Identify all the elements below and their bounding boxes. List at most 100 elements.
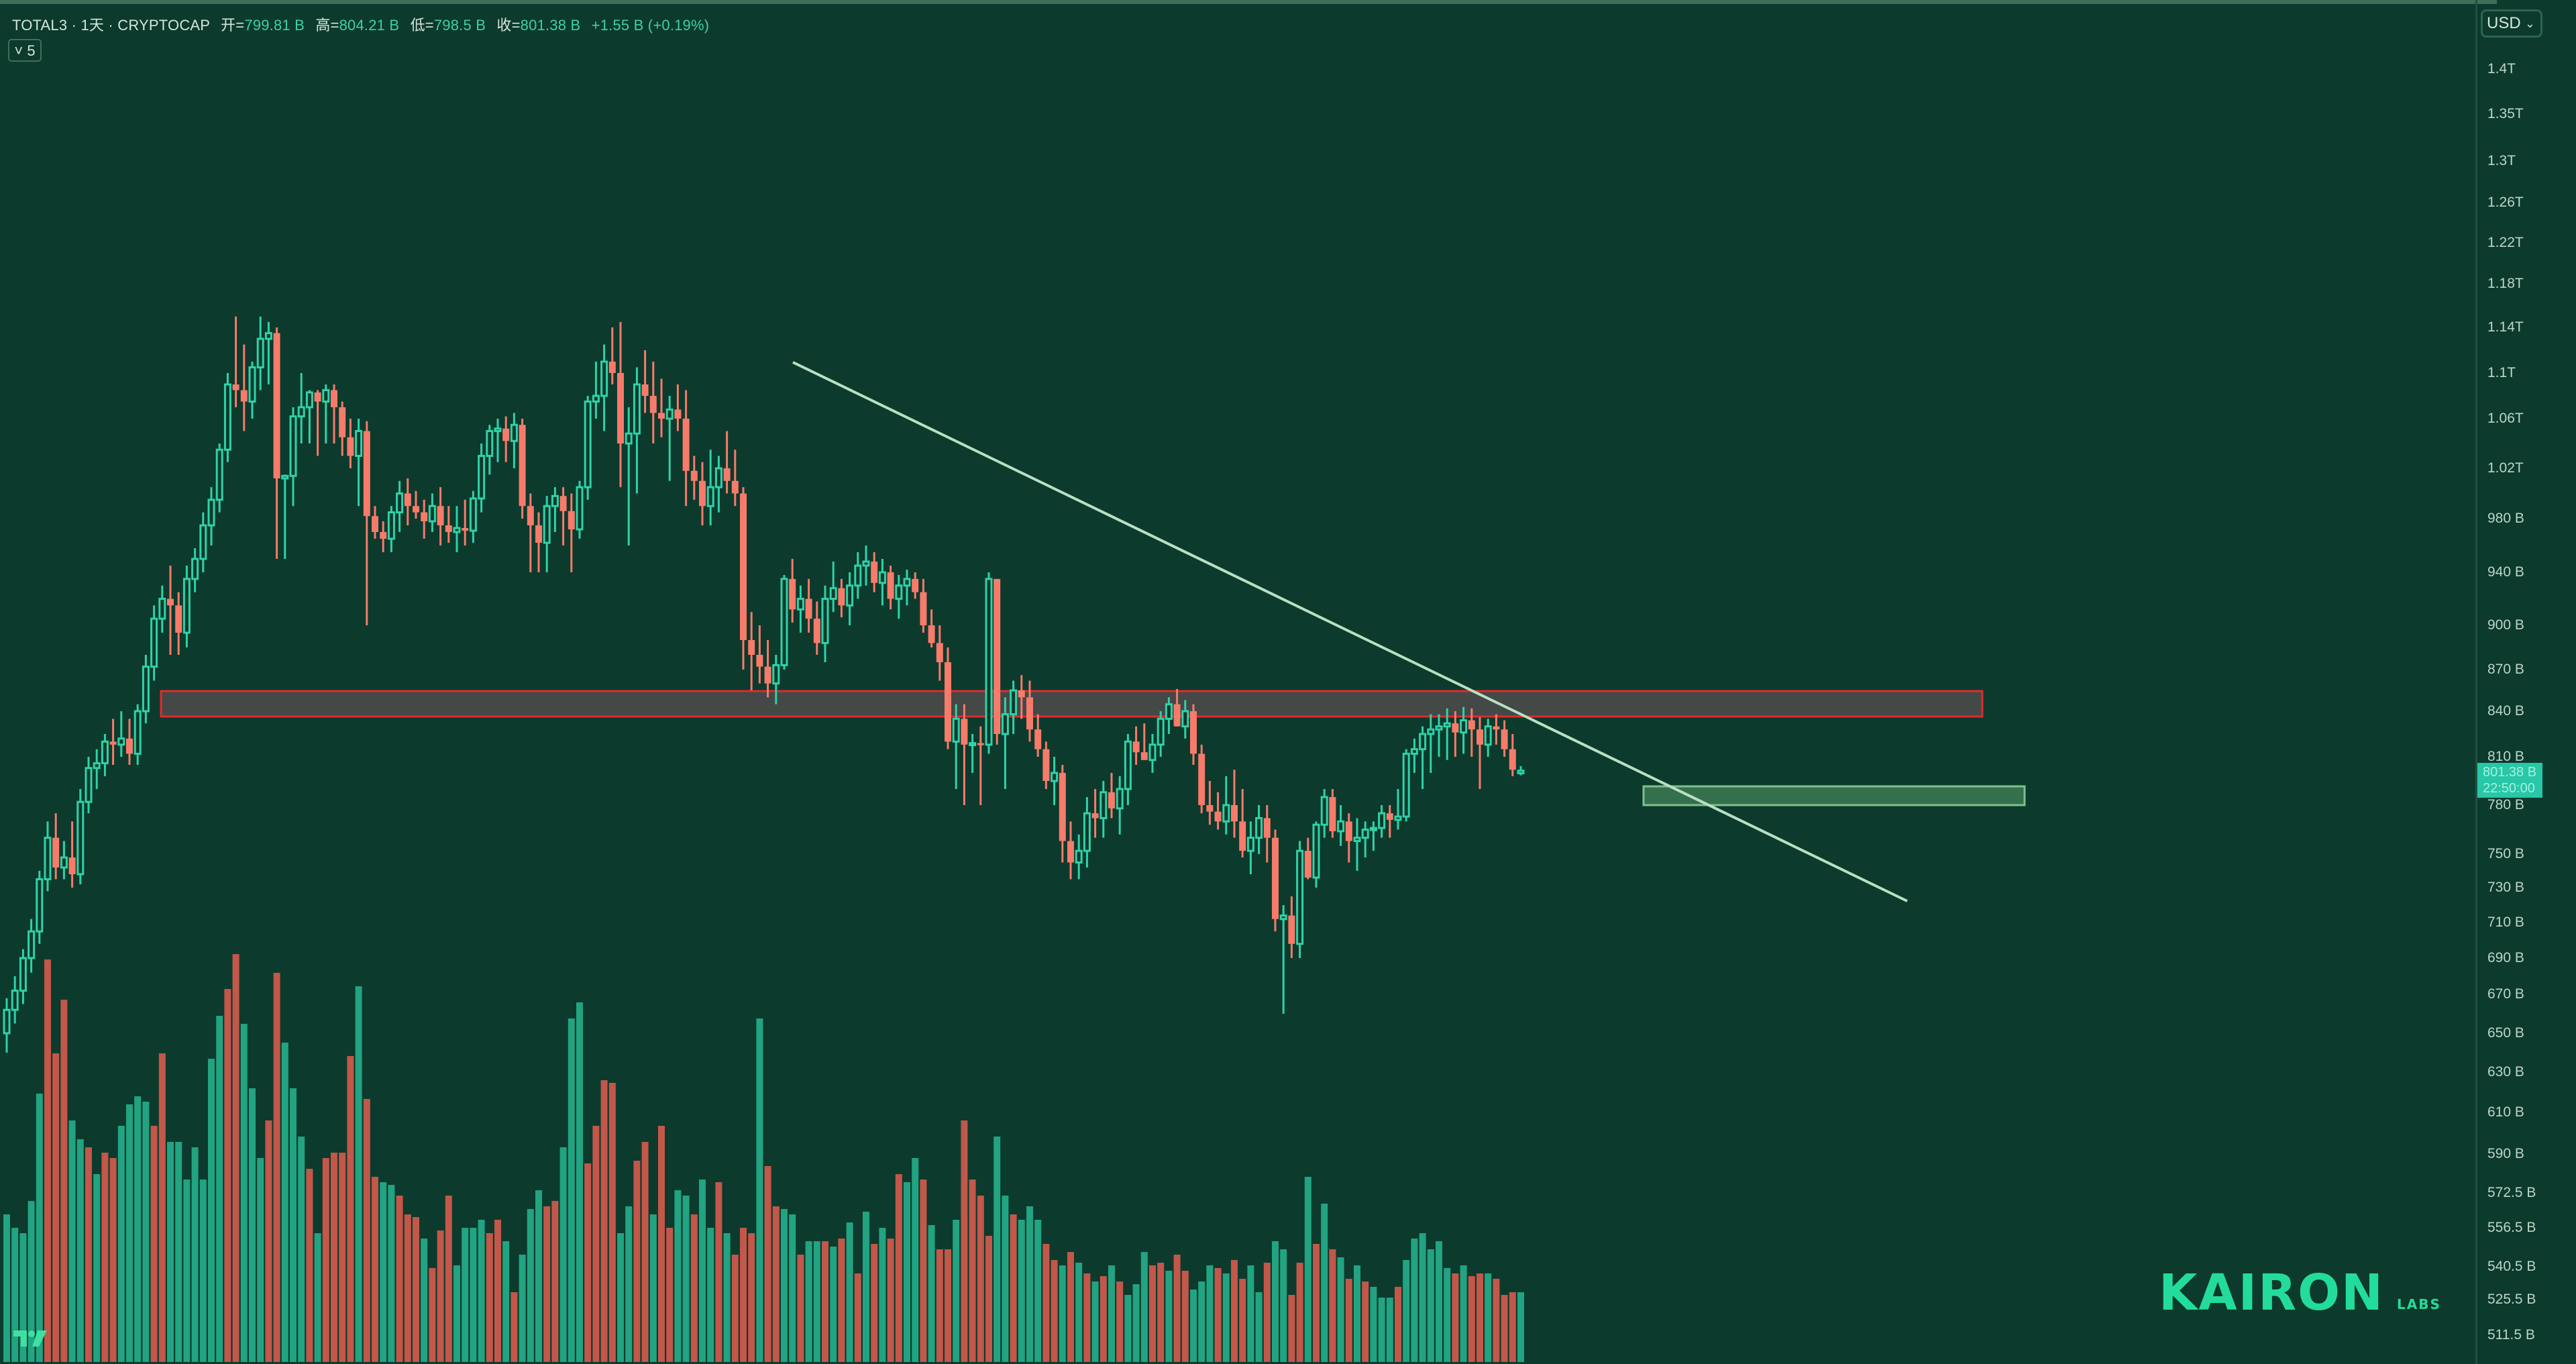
candlestick-chart[interactable] [0, 0, 2475, 1364]
volume-bar [314, 1233, 321, 1362]
volume-bar [453, 1265, 460, 1362]
support-zone[interactable] [1642, 785, 2026, 806]
volume-bar [945, 1249, 951, 1362]
volume-bar [1124, 1295, 1132, 1362]
candle-body-down [608, 362, 616, 373]
descending-trendline[interactable] [792, 361, 1908, 902]
candle-body-down [314, 392, 321, 402]
candle-body-down [1231, 805, 1238, 822]
candle-body-up [11, 990, 19, 1011]
candle-body-down [1091, 813, 1099, 819]
symbol-title[interactable]: TOTAL3 · 1天 · CRYPTOCAP [12, 17, 210, 34]
volume-bar [1386, 1298, 1393, 1362]
volume-bar [789, 1214, 796, 1362]
volume-bar [1354, 1265, 1360, 1362]
volume-bar [674, 1190, 682, 1362]
candle-body-up [158, 598, 166, 620]
candle-body-up [796, 598, 804, 611]
candle-body-down [1067, 841, 1074, 863]
volume-bar [322, 1158, 329, 1362]
candle-body-up [3, 1008, 11, 1035]
candle-body-down [1386, 813, 1393, 820]
zones[interactable] [160, 690, 2026, 806]
volume-bar [649, 1214, 657, 1362]
volume-bar [347, 1056, 354, 1362]
volume-bar [249, 1088, 256, 1362]
candle-body-down [347, 437, 354, 456]
candle-body-down [167, 598, 174, 606]
volume-bar [813, 1241, 820, 1362]
candle-body-up [264, 332, 272, 340]
candle-body-down [1452, 723, 1459, 733]
candle-body-down [936, 643, 943, 662]
volume-bar [756, 1018, 763, 1362]
trendline[interactable] [792, 361, 1908, 902]
candle-body-up [1419, 733, 1427, 751]
price-tick: 1.02T [2487, 460, 2524, 476]
candles [3, 316, 1525, 1053]
candle-body-up [1148, 743, 1157, 762]
volume-bar [290, 1088, 297, 1362]
volume-bar [608, 1083, 616, 1362]
volume-bar [1460, 1265, 1467, 1362]
volume-bar [1181, 1271, 1189, 1362]
volume-bar [690, 1214, 698, 1362]
candle-body-down [1198, 753, 1205, 805]
candle-body-up [248, 366, 256, 403]
indicators-toggle-button[interactable]: ˅ 5 [8, 39, 42, 62]
candle-body-up [215, 448, 223, 501]
candle-body-down [380, 532, 387, 539]
candle-body-up [625, 432, 633, 445]
candle-body-up [903, 578, 911, 587]
volume-bar [93, 1174, 101, 1362]
price-tick: 870 B [2487, 662, 2524, 677]
candle-body-up [1075, 849, 1083, 863]
candle-body-down [1304, 851, 1311, 878]
price-tick: 610 B [2487, 1104, 2524, 1120]
volume-bar [421, 1239, 428, 1362]
price-tick: 780 B [2487, 797, 2524, 812]
volume-bar [1255, 1292, 1263, 1362]
resistance-zone[interactable] [160, 690, 1984, 718]
volume-bar [772, 1206, 780, 1362]
candle-body-up [1255, 817, 1263, 839]
volume-bar [1132, 1284, 1140, 1362]
volume-bar [715, 1182, 722, 1362]
candle-body-up [93, 762, 101, 770]
volume-bar [1091, 1281, 1099, 1362]
volume-bar [1173, 1255, 1181, 1362]
price-tick: 1.1T [2487, 365, 2516, 380]
price-axis[interactable] [2475, 0, 2576, 1364]
volume-bar [1247, 1265, 1254, 1362]
currency-selector[interactable]: USD ⌄ [2481, 9, 2542, 38]
candle-body-down [527, 506, 534, 525]
candle-body-down [1034, 729, 1042, 749]
volume-bar [1099, 1276, 1107, 1362]
candle-body-up [1222, 804, 1230, 823]
candle-body-down [68, 857, 76, 874]
tradingview-logo-icon[interactable] [12, 1328, 48, 1349]
volume-bar [559, 1147, 567, 1362]
volume-bar [625, 1206, 633, 1362]
candle-body-down [928, 625, 935, 643]
candle-body-up [85, 767, 93, 803]
candle-body-down [52, 837, 60, 868]
top-border [0, 0, 2497, 4]
currency-value: USD [2487, 14, 2521, 32]
candle-body-up [469, 497, 477, 532]
candle-body-up [1460, 719, 1468, 734]
volume-bar [380, 1182, 387, 1362]
candle-body-down [1173, 704, 1181, 727]
volume-bar [281, 1043, 288, 1362]
volume-bar [134, 1096, 142, 1362]
volume-bar [805, 1241, 812, 1362]
volume-bar [1231, 1260, 1238, 1362]
volume-bar [331, 1153, 337, 1362]
volume-bar [1034, 1220, 1042, 1362]
candle-body-up [387, 511, 395, 540]
price-tick: 1.3T [2487, 153, 2516, 168]
candle-body-down [273, 333, 280, 478]
volume-bar [1444, 1268, 1451, 1362]
price-tick: 670 B [2487, 986, 2524, 1002]
volume-bar [764, 1166, 771, 1362]
